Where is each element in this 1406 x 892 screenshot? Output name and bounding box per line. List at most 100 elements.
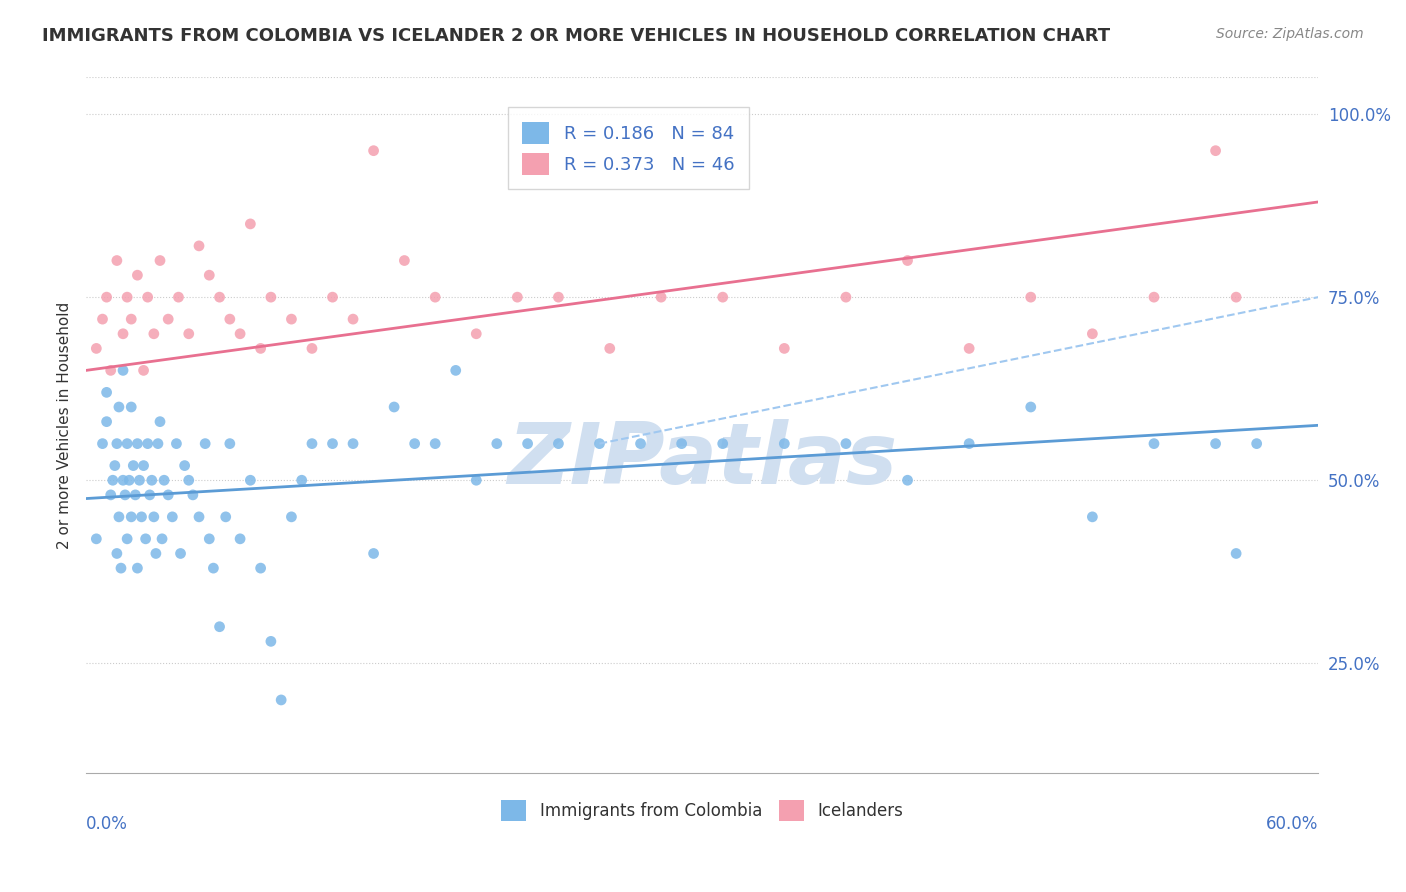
Point: [394, 253, 416, 268]
Point: [342, 312, 364, 326]
Point: [444, 363, 467, 377]
Point: [177, 473, 200, 487]
Point: [516, 436, 538, 450]
Point: [249, 561, 271, 575]
Point: [142, 326, 165, 341]
Point: [104, 458, 127, 473]
Point: [425, 436, 447, 450]
Point: [157, 312, 180, 326]
Point: [896, 253, 918, 268]
Point: [280, 312, 302, 326]
Point: [120, 509, 142, 524]
Point: [1019, 290, 1042, 304]
Point: [96, 290, 118, 304]
Point: [114, 488, 136, 502]
Point: [711, 290, 734, 304]
Point: [120, 400, 142, 414]
Point: [198, 532, 221, 546]
Point: [280, 509, 302, 524]
Point: [145, 546, 167, 560]
Point: [105, 253, 128, 268]
Point: [711, 436, 734, 450]
Point: [1143, 436, 1166, 450]
Point: [149, 415, 172, 429]
Point: [773, 342, 796, 356]
Point: [957, 436, 980, 450]
Text: Source: ZipAtlas.com: Source: ZipAtlas.com: [1216, 27, 1364, 41]
Point: [169, 546, 191, 560]
Point: [321, 290, 343, 304]
Point: [218, 312, 240, 326]
Point: [1081, 326, 1104, 341]
Point: [321, 436, 343, 450]
Point: [101, 473, 124, 487]
Point: [773, 436, 796, 450]
Point: [630, 436, 652, 450]
Point: [100, 488, 122, 502]
Point: [588, 436, 610, 450]
Point: [1019, 400, 1042, 414]
Point: [404, 436, 426, 450]
Point: [110, 561, 132, 575]
Point: [291, 473, 314, 487]
Point: [218, 436, 240, 450]
Y-axis label: 2 or more Vehicles in Household: 2 or more Vehicles in Household: [58, 301, 72, 549]
Point: [194, 436, 217, 450]
Point: [167, 290, 190, 304]
Point: [188, 239, 211, 253]
Point: [96, 415, 118, 429]
Point: [363, 546, 385, 560]
Point: [896, 473, 918, 487]
Point: [260, 290, 283, 304]
Point: [1225, 290, 1247, 304]
Point: [270, 693, 292, 707]
Point: [132, 458, 155, 473]
Point: [215, 509, 238, 524]
Point: [105, 546, 128, 560]
Text: IMMIGRANTS FROM COLOMBIA VS ICELANDER 2 OR MORE VEHICLES IN HOUSEHOLD CORRELATIO: IMMIGRANTS FROM COLOMBIA VS ICELANDER 2 …: [42, 27, 1111, 45]
Point: [671, 436, 693, 450]
Point: [1081, 509, 1104, 524]
Point: [138, 488, 160, 502]
Point: [465, 326, 488, 341]
Point: [112, 473, 135, 487]
Point: [363, 144, 385, 158]
Point: [177, 326, 200, 341]
Point: [124, 488, 146, 502]
Point: [91, 436, 114, 450]
Point: [1246, 436, 1268, 450]
Point: [149, 253, 172, 268]
Point: [465, 473, 488, 487]
Point: [162, 509, 184, 524]
Point: [547, 290, 569, 304]
Point: [128, 473, 150, 487]
Point: [86, 342, 108, 356]
Point: [141, 473, 163, 487]
Point: [115, 532, 138, 546]
Point: [131, 509, 153, 524]
Point: [112, 363, 135, 377]
Point: [188, 509, 211, 524]
Point: [1205, 436, 1227, 450]
Point: [112, 326, 135, 341]
Point: [835, 436, 858, 450]
Point: [127, 436, 149, 450]
Point: [136, 436, 159, 450]
Point: [150, 532, 173, 546]
Point: [249, 342, 271, 356]
Point: [132, 363, 155, 377]
Point: [260, 634, 283, 648]
Point: [342, 436, 364, 450]
Point: [108, 400, 131, 414]
Point: [127, 268, 149, 282]
Point: [239, 217, 262, 231]
Point: [208, 290, 231, 304]
Point: [198, 268, 221, 282]
Point: [165, 436, 187, 450]
Point: [105, 436, 128, 450]
Point: [142, 509, 165, 524]
Point: [425, 290, 447, 304]
Point: [100, 363, 122, 377]
Point: [1225, 546, 1247, 560]
Text: ZIPatlas: ZIPatlas: [508, 418, 897, 501]
